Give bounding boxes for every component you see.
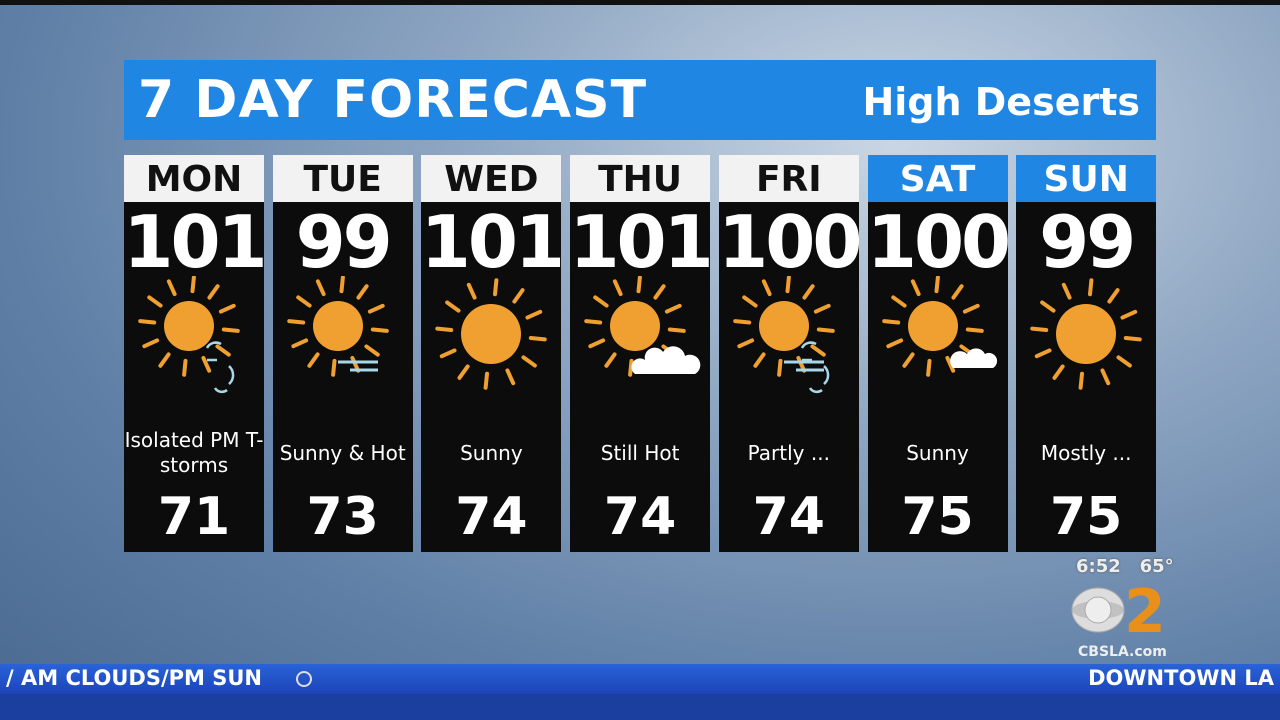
condition-text: Isolated PM T-storms	[124, 428, 264, 477]
cbs2-logo: 2 CBSLA.com	[1071, 580, 1167, 660]
cbs-eye-icon	[296, 671, 312, 687]
time: 6:52	[1076, 556, 1121, 577]
low-temp: 73	[306, 487, 379, 547]
forecast-header: 7 DAY FORECAST High Deserts	[124, 60, 1156, 140]
day-column-tue: TUE 99 Sunny & Hot 73	[272, 155, 413, 552]
svg-text:CBSLA.com: CBSLA.com	[1078, 644, 1167, 660]
region-label: High Deserts	[862, 80, 1140, 124]
condition-text: Mostly ...	[1040, 440, 1132, 465]
day-column-sun: SUN 99 Mostly ... 75	[1016, 155, 1157, 552]
high-temp: 99	[1039, 200, 1136, 284]
day-label: SAT	[867, 155, 1008, 202]
day-label: TUE	[272, 155, 413, 202]
day-label: FRI	[718, 155, 859, 202]
sun-icon	[1016, 276, 1156, 406]
condition-text: Partly ...	[747, 440, 830, 465]
top-border	[0, 0, 1280, 5]
high-temp: 101	[123, 200, 267, 284]
sun-wind-icon	[273, 276, 413, 406]
svg-text:2: 2	[1124, 580, 1166, 647]
day-column-sat: SAT 100 Sunny 75	[867, 155, 1011, 552]
low-temp: 75	[901, 487, 974, 547]
condition-text: Sunny	[906, 440, 969, 465]
condition-text: Still Hot	[600, 440, 680, 465]
day-column-fri: FRI 100 Partly ... 74	[718, 155, 862, 552]
high-temp: 99	[295, 200, 393, 284]
day-label: THU	[570, 155, 711, 202]
low-temp: 74	[603, 487, 677, 547]
day-label: SUN	[1016, 155, 1157, 202]
day-column-wed: WED 101 Sunny 74	[421, 155, 565, 552]
news-ticker: / AM CLOUDS/PM SUN DOWNTOWN LA	[0, 664, 1280, 694]
sun-icon	[421, 276, 561, 406]
sun-storm-wind-icon	[719, 276, 859, 406]
condition-text: Sunny & Hot	[279, 440, 406, 465]
high-temp: 100	[718, 200, 862, 284]
low-temp: 74	[455, 487, 528, 547]
ticker-bottom-bar	[0, 694, 1280, 720]
high-temp: 100	[866, 200, 1011, 284]
high-temp: 101	[569, 200, 713, 284]
low-temp: 75	[1050, 487, 1123, 547]
sun-cloud-icon	[570, 276, 710, 406]
ticker-location: DOWNTOWN LA	[1088, 666, 1274, 690]
sun-small-cloud-icon	[868, 276, 1008, 406]
clock-readout: 6:52 65°	[1076, 556, 1174, 577]
high-temp: 101	[420, 200, 565, 284]
condition-text: Sunny	[460, 440, 523, 465]
low-temp: 74	[752, 487, 825, 547]
current-temp: 65°	[1139, 556, 1174, 577]
low-temp: 71	[157, 487, 231, 547]
day-column-thu: THU 101 Still Hot 74	[569, 155, 714, 552]
day-label: WED	[421, 155, 562, 202]
forecast-title: 7 DAY FORECAST	[138, 70, 648, 130]
day-label: MON	[124, 155, 264, 202]
ticker-text: / AM CLOUDS/PM SUN	[6, 666, 262, 690]
day-column-mon: MON 101 Isolated PM T-storms 71	[123, 155, 268, 552]
sun-storm-icon	[124, 276, 264, 406]
